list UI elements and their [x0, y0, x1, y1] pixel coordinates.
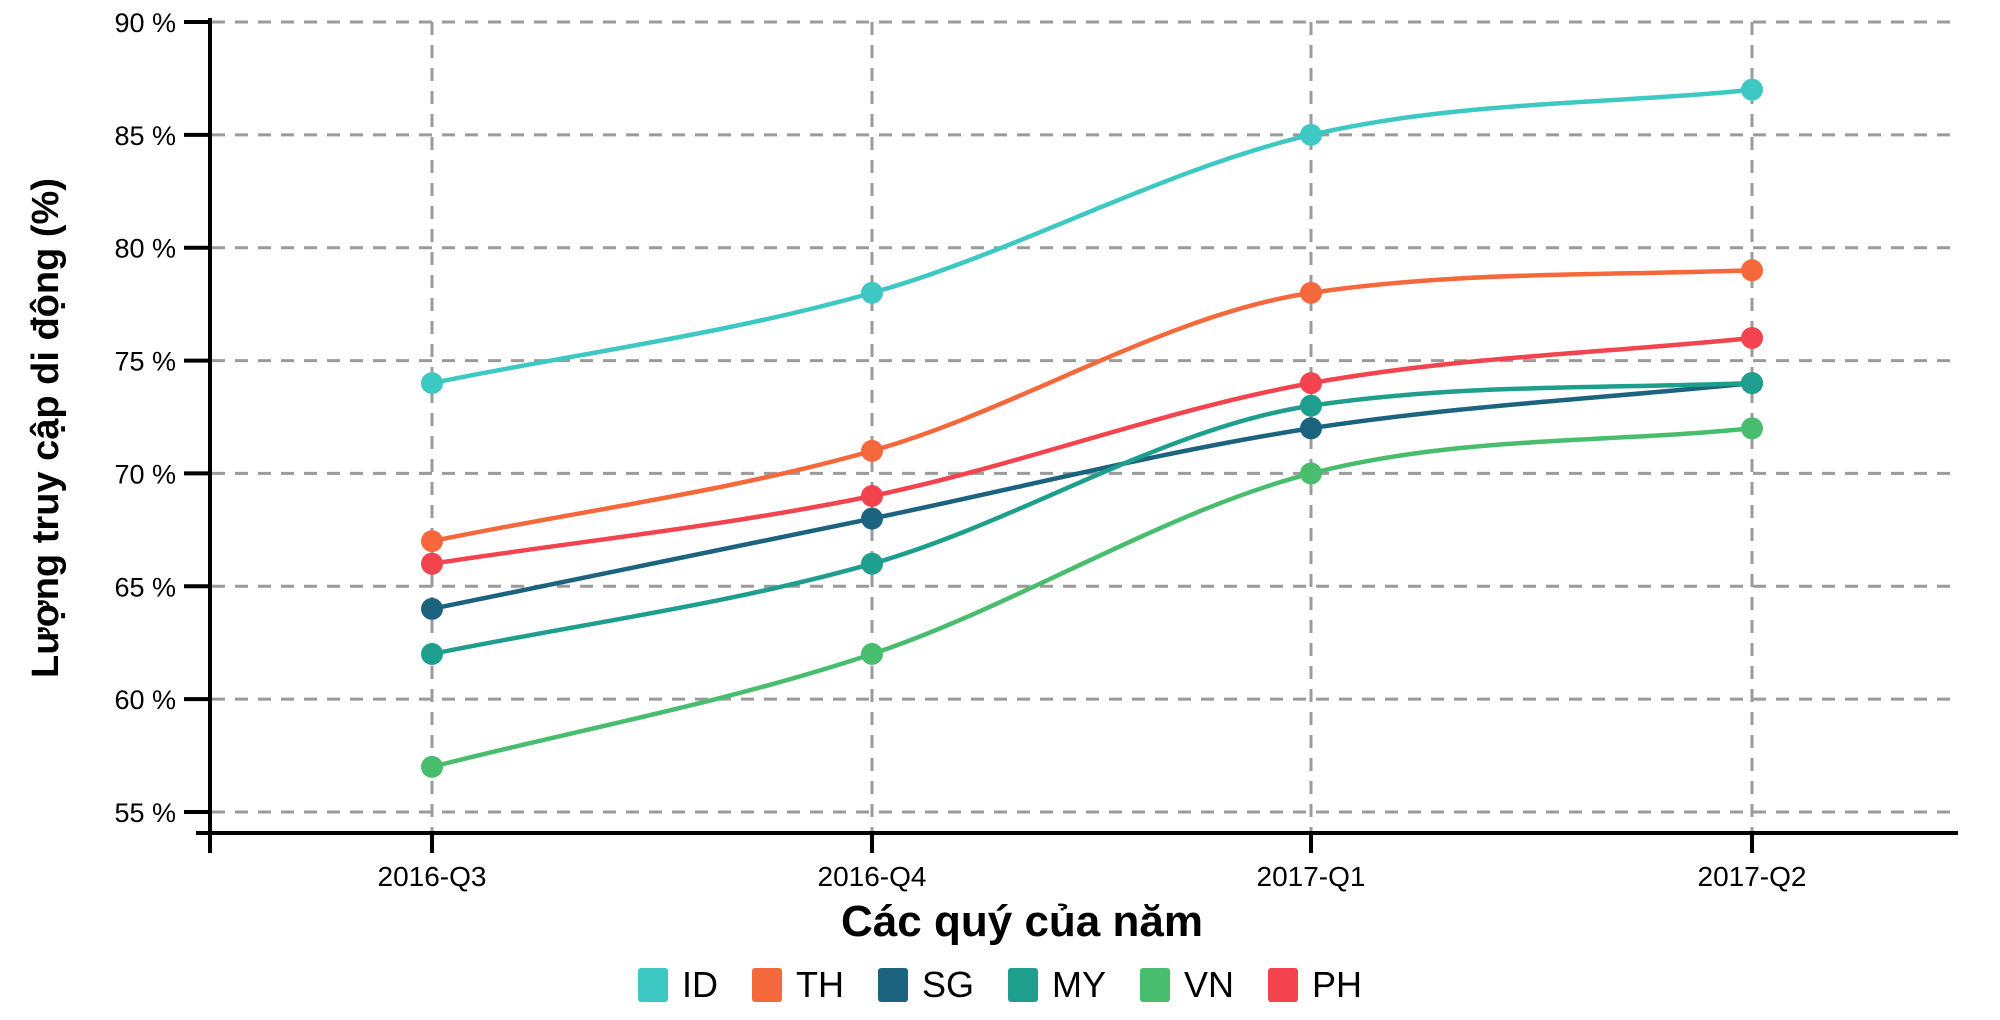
legend-swatch-PH — [1268, 968, 1298, 1002]
y-tick-label: 65 % — [114, 572, 176, 602]
data-point-TH — [421, 530, 443, 553]
data-point-VN — [861, 643, 883, 665]
data-point-PH — [421, 552, 443, 575]
axes — [184, 18, 1958, 853]
legend-label: ID — [681, 964, 718, 1005]
chart-canvas: 90 % 85 % 80 % 75 % 70 % 65 % 60 % 55 % 2016-Q3 2… — [25, 8, 1958, 946]
y-axis-title: Lượng truy cập di động (%) — [25, 178, 67, 678]
y-tick-label: 70 % — [114, 459, 176, 489]
series-line-PH — [431, 335, 1753, 566]
data-point-SG — [421, 597, 443, 620]
data-point-SG — [1300, 417, 1322, 440]
y-tick-label: 90 % — [114, 8, 176, 38]
legend-label: VN — [1183, 964, 1234, 1005]
series-line-SG — [431, 380, 1753, 612]
legend-swatch-TH — [751, 968, 782, 1002]
data-point-TH — [861, 439, 883, 462]
legend-swatch-VN — [1139, 968, 1170, 1002]
data-point-PH — [1741, 327, 1763, 349]
legend-label: TH — [795, 964, 844, 1005]
x-tick-label: 2016-Q3 — [378, 861, 487, 892]
data-point-PH — [861, 485, 883, 507]
data-point-PH — [1300, 372, 1322, 395]
legend-item-MY[interactable]: MY — [1007, 964, 1106, 1006]
data-point-VN — [1741, 417, 1763, 440]
series-line-TH — [431, 268, 1753, 544]
legend-item-ID[interactable]: ID — [637, 964, 718, 1006]
data-point-SG — [861, 507, 883, 530]
legend-item-VN[interactable]: VN — [1139, 964, 1234, 1006]
x-tick-label: 2017-Q2 — [1698, 861, 1807, 892]
legend-swatch-ID — [637, 968, 668, 1002]
series-line-ID — [431, 87, 1753, 386]
legend: ID TH SG MY VN PH — [0, 950, 2000, 1020]
legend-item-TH[interactable]: TH — [751, 964, 844, 1006]
series-layer — [421, 78, 1763, 778]
legend-item-PH[interactable]: PH — [1268, 964, 1362, 1006]
x-axis-title: Các quý của năm — [841, 897, 1203, 946]
x-tick-label: 2017-Q1 — [1257, 861, 1366, 892]
data-point-VN — [1300, 462, 1322, 485]
data-point-ID — [861, 281, 883, 304]
data-point-TH — [1741, 259, 1763, 282]
y-tick-label: 85 % — [114, 121, 176, 151]
data-point-TH — [1300, 281, 1322, 304]
y-tick-label: 60 % — [114, 685, 176, 715]
data-point-MY — [421, 643, 443, 665]
series-line-VN — [431, 426, 1753, 770]
data-point-MY — [1300, 394, 1322, 417]
legend-label: PH — [1312, 964, 1363, 1005]
series-line-MY — [431, 380, 1753, 657]
gridlines — [212, 20, 1958, 833]
y-tick-label: 55 % — [114, 798, 176, 828]
y-tick-label: 80 % — [114, 234, 176, 264]
data-point-ID — [1741, 78, 1763, 101]
tick-labels: 90 % 85 % 80 % 75 % 70 % 65 % 60 % 55 % 2016-Q3 2… — [114, 8, 1806, 892]
legend-label: MY — [1051, 964, 1106, 1005]
data-point-MY — [1741, 372, 1763, 395]
data-point-ID — [1300, 123, 1322, 146]
data-point-MY — [861, 552, 883, 575]
legend-item-SG[interactable]: SG — [877, 964, 974, 1006]
data-point-ID — [421, 372, 443, 395]
y-tick-label: 75 % — [114, 347, 176, 377]
legend-swatch-MY — [1007, 968, 1038, 1002]
legend-swatch-SG — [877, 968, 908, 1002]
x-tick-label: 2016-Q4 — [818, 861, 927, 892]
legend-label: SG — [921, 964, 974, 1005]
data-point-VN — [421, 755, 443, 778]
